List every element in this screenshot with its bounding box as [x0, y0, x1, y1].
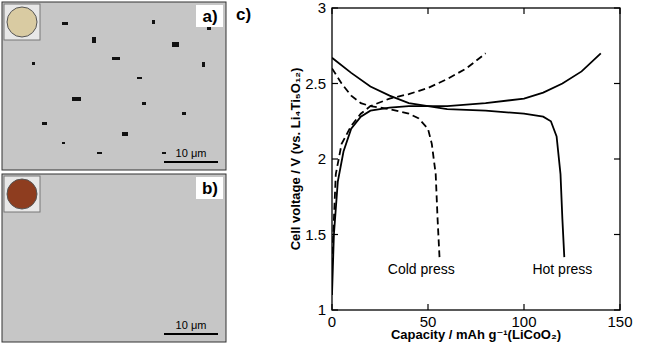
scale-text: 10 μm	[176, 319, 207, 331]
x-axis-title: Capacity / mAh g⁻¹(LiCoO₂)	[391, 327, 561, 342]
y-tick	[332, 234, 338, 235]
panel-label: a)	[202, 7, 217, 26]
x-tick	[331, 8, 332, 14]
pore	[62, 142, 65, 144]
pore	[32, 62, 35, 65]
y-tick	[332, 7, 338, 8]
curve	[332, 68, 440, 257]
figure: a)10 μmb)10 μmc)05010015011.522.53Capaci…	[0, 0, 649, 345]
pore	[207, 27, 211, 30]
inset	[4, 4, 40, 40]
panel-label: c)	[236, 5, 251, 24]
annotation: Hot press	[532, 261, 592, 277]
pore	[122, 132, 128, 136]
curve	[332, 53, 601, 295]
pellet	[7, 7, 37, 37]
pore	[162, 152, 166, 154]
y-tick	[332, 158, 338, 159]
x-tick-label: 150	[607, 313, 632, 330]
x-tick	[427, 304, 428, 310]
pellet	[7, 179, 37, 209]
x-tick	[619, 8, 620, 14]
pore	[202, 62, 205, 67]
pore	[92, 37, 96, 43]
x-tick-label: 0	[328, 313, 336, 330]
y-tick-label: 1	[318, 301, 326, 318]
y-axis-title: Cell voltage / V (vs. Li₄Ti₅O₁₂)	[288, 68, 303, 251]
plot-frame	[332, 8, 620, 310]
x-tick	[331, 304, 332, 310]
pore	[72, 97, 81, 101]
y-tick	[332, 83, 338, 84]
scale-bar	[164, 161, 218, 163]
sem-panel: a) 10 μm	[2, 2, 226, 170]
y-tick	[614, 83, 620, 84]
pore	[42, 122, 47, 125]
annotation: Cold press	[388, 261, 455, 277]
pore	[97, 152, 102, 154]
x-tick	[427, 8, 428, 14]
y-tick-label: 2	[318, 150, 326, 167]
label-box	[196, 177, 223, 199]
y-tick-label: 2.5	[305, 75, 326, 92]
sem-image	[2, 2, 226, 170]
y-tick-label: 3	[318, 0, 326, 16]
pore	[142, 102, 146, 105]
y-tick	[614, 158, 620, 159]
scale-bar	[164, 333, 218, 335]
pore	[152, 20, 155, 24]
pore	[172, 42, 179, 47]
y-tick	[614, 7, 620, 8]
pore	[182, 112, 186, 115]
sem-image	[2, 174, 226, 342]
scale-text: 10 μm	[176, 147, 207, 159]
pore	[112, 57, 120, 60]
curve	[332, 53, 486, 264]
pore	[62, 22, 68, 25]
x-tick	[523, 8, 524, 14]
curve	[332, 58, 564, 257]
y-tick	[614, 309, 620, 310]
y-tick	[332, 309, 338, 310]
curves	[332, 53, 601, 295]
y-tick	[614, 234, 620, 235]
inset	[4, 176, 40, 212]
sem-panel: b) 10 μm	[2, 174, 226, 342]
x-tick	[619, 304, 620, 310]
x-tick	[523, 304, 524, 310]
y-tick-label: 1.5	[305, 226, 326, 243]
label-box	[196, 5, 223, 27]
panel-label: b)	[202, 179, 218, 198]
pore	[137, 77, 142, 79]
